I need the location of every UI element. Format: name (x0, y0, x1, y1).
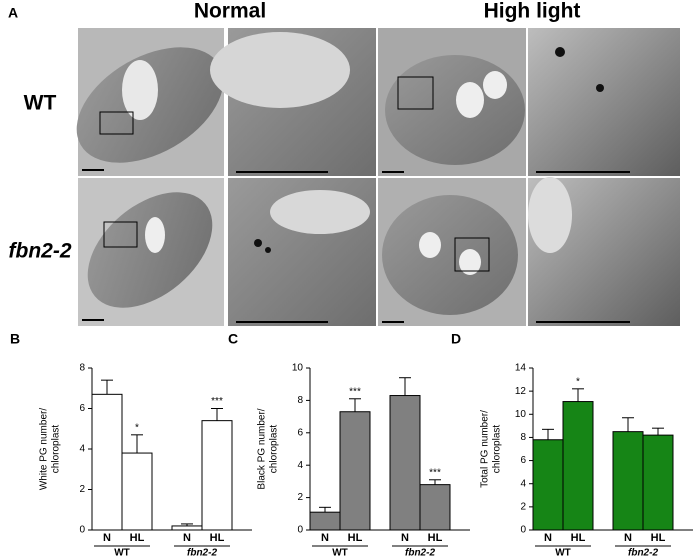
bar (562, 401, 594, 531)
group-label: fbn2-2 (628, 548, 658, 556)
y-tick-label: 6 (520, 455, 526, 466)
plastoglobule (254, 239, 262, 247)
x-tick-label: HL (210, 532, 225, 544)
y-tick-label: 4 (79, 444, 85, 455)
x-tick-label: HL (348, 532, 363, 544)
y-tick-label: 6 (79, 403, 85, 414)
bar (532, 439, 564, 531)
panel-label: C (228, 331, 238, 347)
chloroplast (385, 55, 525, 165)
bar (91, 393, 123, 531)
panel-label: D (451, 331, 461, 347)
inset-box (454, 237, 490, 272)
plastoglobule (555, 47, 565, 57)
y-tick-label: 8 (297, 395, 303, 406)
chloroplast (382, 195, 518, 315)
group-label: WT (114, 548, 130, 556)
x-tick-label: HL (130, 532, 145, 544)
x-tick-label: N (401, 532, 409, 544)
starch (419, 232, 441, 258)
row-label: fbn2-2 (9, 240, 72, 263)
x-tick-label: N (624, 532, 632, 544)
y-tick-label: 10 (515, 409, 527, 420)
inset-box (397, 76, 434, 110)
starch (459, 249, 481, 275)
x-tick-label: N (103, 532, 111, 544)
significance: *** (349, 386, 361, 397)
y-axis-label: chloroplast (269, 425, 280, 474)
x-tick-label: N (544, 532, 552, 544)
bar (642, 434, 674, 531)
significance: * (135, 422, 139, 433)
significance: * (576, 376, 580, 387)
starch (145, 217, 165, 253)
x-tick-label: N (183, 532, 191, 544)
group-label: fbn2-2 (405, 548, 435, 556)
significance: *** (211, 396, 223, 407)
y-tick-label: 2 (520, 501, 526, 512)
y-tick-label: 4 (297, 460, 303, 471)
bar (309, 511, 341, 531)
bar (339, 411, 371, 531)
inset-box (103, 221, 138, 248)
significance: *** (429, 467, 441, 478)
y-tick-label: 8 (520, 432, 526, 443)
y-axis-label: Black PG number/ (257, 408, 268, 489)
x-tick-label: N (321, 532, 329, 544)
group-label: WT (332, 548, 348, 556)
y-tick-label: 8 (79, 363, 85, 374)
bar (171, 525, 203, 531)
y-axis-label: Total PG number/ (480, 410, 491, 488)
micrographs (76, 28, 680, 326)
inset-box (99, 111, 134, 135)
y-tick-label: 0 (297, 525, 303, 536)
starch (210, 32, 350, 108)
bar (121, 452, 153, 531)
micrograph (528, 28, 680, 176)
plastoglobule (265, 247, 271, 253)
column-header: High light (484, 0, 581, 23)
y-axis-label: chloroplast (492, 425, 503, 474)
panel-label: A (8, 5, 18, 21)
starch (456, 82, 484, 118)
y-axis-label: White PG number/ (39, 408, 50, 490)
group-label: WT (555, 548, 571, 556)
y-tick-label: 12 (515, 386, 527, 397)
y-tick-label: 6 (297, 427, 303, 438)
plastoglobule (596, 84, 604, 92)
row-label: WT (24, 92, 57, 115)
y-tick-label: 0 (520, 525, 526, 536)
vacuole (528, 177, 572, 253)
x-tick-label: HL (571, 532, 586, 544)
x-tick-label: HL (651, 532, 666, 544)
bar (419, 484, 451, 531)
y-axis-label: chloroplast (51, 425, 62, 474)
y-tick-label: 2 (297, 492, 303, 503)
x-tick-label: HL (428, 532, 443, 544)
bar (612, 431, 644, 531)
column-header: Normal (194, 0, 266, 23)
starch (122, 60, 158, 120)
bar (389, 395, 421, 531)
starch (483, 71, 507, 99)
y-tick-label: 14 (515, 363, 527, 374)
y-tick-label: 10 (292, 363, 304, 374)
y-tick-label: 4 (520, 478, 526, 489)
group-label: fbn2-2 (187, 548, 217, 556)
bar (201, 420, 233, 531)
y-tick-label: 2 (79, 484, 85, 495)
panel-label: B (10, 331, 20, 347)
starch (270, 190, 370, 234)
y-tick-label: 0 (79, 525, 85, 536)
